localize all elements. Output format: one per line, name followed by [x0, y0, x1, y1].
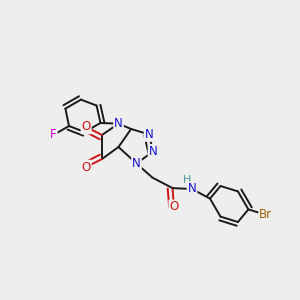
Text: O: O — [169, 200, 178, 214]
Text: O: O — [82, 160, 91, 174]
Text: N: N — [145, 128, 154, 141]
Text: H: H — [182, 175, 191, 185]
Text: O: O — [82, 120, 91, 134]
Text: F: F — [50, 128, 57, 142]
Text: N: N — [132, 157, 141, 170]
Text: N: N — [114, 117, 123, 130]
Text: Br: Br — [259, 208, 272, 221]
Text: N: N — [188, 182, 196, 196]
Text: N: N — [148, 145, 158, 158]
